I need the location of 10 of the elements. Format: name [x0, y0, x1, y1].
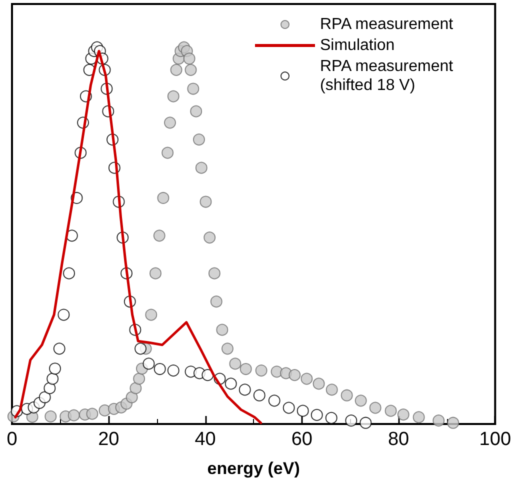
- x-tick-label: 80: [388, 429, 410, 450]
- x-axis-title: energy (eV): [207, 459, 300, 478]
- legend-label: RPA measurement (shifted 18 V): [320, 58, 458, 94]
- legend-label: Simulation: [320, 37, 395, 54]
- x-tick-label: 40: [194, 429, 216, 450]
- x-tick-label: 60: [291, 429, 312, 450]
- x-tick-label: 100: [479, 429, 511, 450]
- x-tick-label: 20: [98, 429, 120, 450]
- x-tick-label: 0: [6, 429, 18, 450]
- legend-label: RPA measurement: [320, 16, 454, 33]
